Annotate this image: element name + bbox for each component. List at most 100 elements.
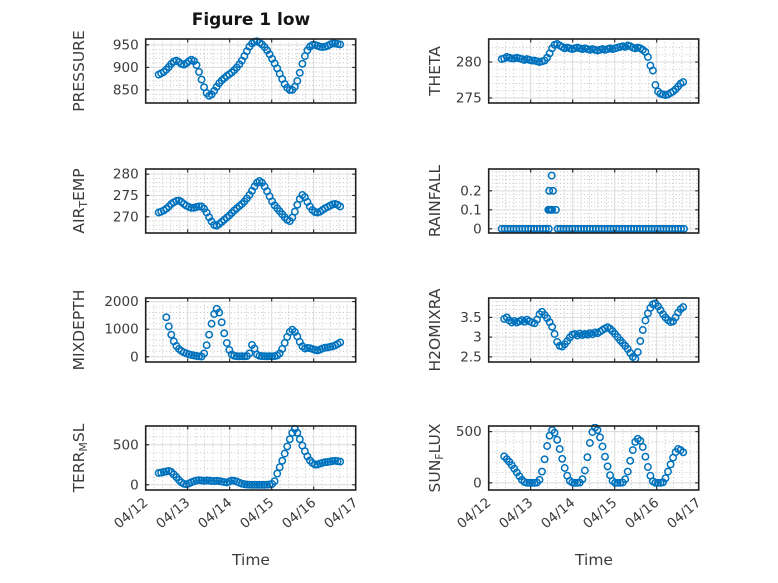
subplot-sun-flux: 0 500 SUNFLUX 04/12 04/13 04/14 04/15 04/16 04/1… xyxy=(426,423,704,532)
data-series xyxy=(497,171,688,233)
figure-title: Figure 1 low xyxy=(191,10,311,30)
data-point xyxy=(603,462,612,471)
data-point xyxy=(679,303,688,312)
data-point xyxy=(621,475,630,484)
y-tick-label: 0 xyxy=(130,349,139,365)
tick-marks xyxy=(488,39,700,103)
data-point xyxy=(654,478,662,487)
data-point xyxy=(585,438,594,447)
y-tick-label: 280 xyxy=(456,55,482,71)
data-point xyxy=(544,224,553,233)
y-tick-label: 0 xyxy=(130,477,139,493)
data-point xyxy=(250,480,259,489)
data-series xyxy=(497,40,688,100)
axes-frame xyxy=(487,38,700,104)
data-point xyxy=(613,478,622,487)
data-point xyxy=(245,480,254,489)
y-tick-label: 0.1 xyxy=(460,202,481,218)
data-point xyxy=(167,330,176,339)
data-point xyxy=(192,61,201,70)
data-point xyxy=(601,452,609,461)
data-point xyxy=(195,476,203,485)
data-point xyxy=(197,75,206,84)
tick-marks xyxy=(488,169,700,233)
subplot-air-temp: 270 275 280 AIRTEMP xyxy=(70,167,357,234)
data-point xyxy=(643,53,652,61)
x-tick-label: 04/16 xyxy=(279,495,319,532)
data-point xyxy=(242,480,251,489)
axes-frame xyxy=(487,297,700,363)
data-point xyxy=(298,59,307,68)
y-axis-label: MIXDEPTH xyxy=(70,290,88,371)
subplot-theta: 275 280 THETA xyxy=(426,38,700,106)
data-point xyxy=(237,352,246,361)
subplot-rainfall: 0 0.1 0.2 RAINFALL xyxy=(426,164,700,237)
data-point xyxy=(308,40,317,49)
data-point xyxy=(205,330,214,339)
y-tick-label: 0.2 xyxy=(460,183,481,199)
x-axis-label-left: Time xyxy=(232,551,270,569)
data-point xyxy=(258,352,266,361)
data-point xyxy=(598,442,607,451)
y-tick-label: 270 xyxy=(113,209,139,225)
data-point xyxy=(551,205,560,214)
data-point xyxy=(651,81,660,89)
data-point xyxy=(648,66,657,75)
tick-marks xyxy=(145,169,357,233)
data-point xyxy=(525,478,534,487)
data-point xyxy=(215,308,224,317)
data-point xyxy=(270,477,279,486)
data-point xyxy=(547,171,556,180)
x-tick-label: 04/17 xyxy=(321,495,361,532)
x-tick-label: 04/15 xyxy=(237,495,277,532)
y-axis-label: RAINFALL xyxy=(426,164,444,237)
data-point xyxy=(553,435,562,444)
data-point xyxy=(260,352,269,361)
data-point xyxy=(295,435,304,444)
y-tick-label: 2.5 xyxy=(460,349,481,365)
data-point xyxy=(164,322,173,331)
y-tick-label: 275 xyxy=(456,90,482,106)
data-point xyxy=(336,457,345,466)
x-tick-label: 04/13 xyxy=(496,495,536,532)
data-point xyxy=(545,186,554,195)
y-tick-label: 900 xyxy=(113,60,139,76)
tick-marks xyxy=(488,426,700,490)
data-point xyxy=(549,186,557,195)
subplot-mixdepth: 0 1000 2000 MIXDEPTH xyxy=(70,290,357,371)
data-point xyxy=(596,433,604,442)
data-point xyxy=(543,442,552,450)
axes-frame xyxy=(487,168,700,234)
data-point xyxy=(280,449,289,458)
data-point xyxy=(202,341,211,350)
data-series xyxy=(154,176,345,230)
subplot-pressure: 850 900 950 PRESSURE xyxy=(70,30,357,112)
y-axis-label: SUNFLUX xyxy=(426,423,446,492)
data-point xyxy=(541,224,550,233)
data-point xyxy=(253,480,261,489)
data-point xyxy=(293,428,302,437)
data-point xyxy=(540,455,549,464)
data-point xyxy=(626,456,635,465)
data-point xyxy=(217,318,226,327)
minor-grid xyxy=(145,298,356,362)
y-tick-label: 1000 xyxy=(104,322,138,338)
data-point xyxy=(538,467,546,476)
y-tick-label: 3 xyxy=(473,330,482,346)
minor-grid xyxy=(488,169,699,233)
data-point xyxy=(295,68,304,77)
data-point xyxy=(507,54,516,63)
data-point xyxy=(290,207,299,216)
y-axis-label: THETA xyxy=(426,46,444,97)
data-point xyxy=(638,443,647,451)
y-axis-label: PRESSURE xyxy=(70,30,88,112)
data-point xyxy=(641,316,650,325)
subplot-terr-msl: 0 500 TERRMSL 04/12 04/13 04/14 04/15 04/16 04/1… xyxy=(70,423,361,532)
data-point xyxy=(558,454,567,463)
data-point xyxy=(638,326,647,334)
data-point xyxy=(628,446,637,455)
data-point xyxy=(528,478,536,487)
data-point xyxy=(550,428,559,437)
data-point xyxy=(245,349,254,358)
